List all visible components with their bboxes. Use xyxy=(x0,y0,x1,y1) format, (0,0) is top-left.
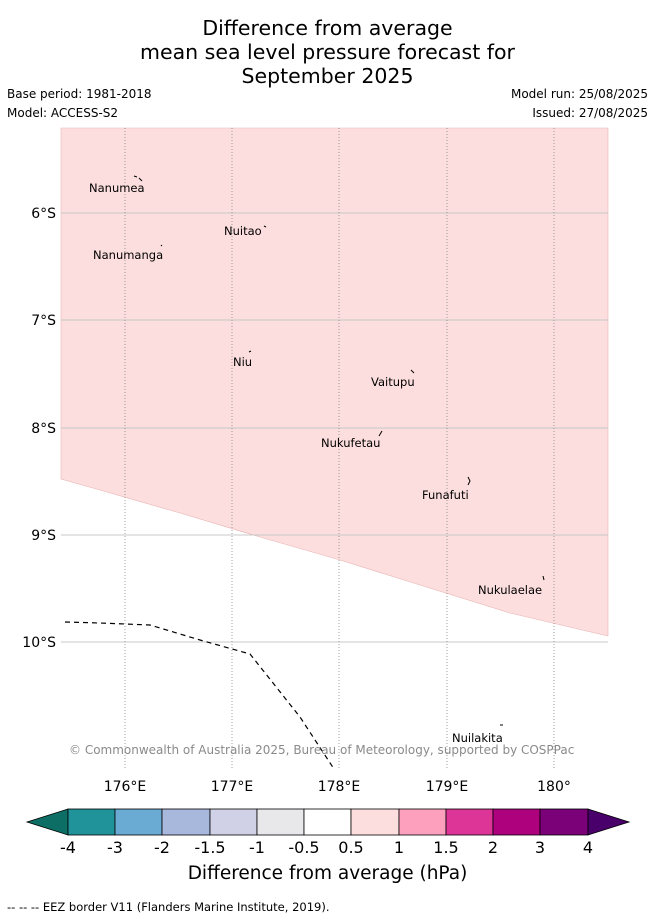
island-vaitupu xyxy=(410,369,415,374)
colorbar-label-4: 4 xyxy=(583,838,593,857)
colorbar-bin-neg2-neg1_5 xyxy=(161,808,211,836)
island-nukufetau xyxy=(378,430,383,437)
place-nuitao: Nuitao xyxy=(224,224,262,238)
colorbar-bin-1-1_5 xyxy=(398,808,447,836)
place-nanumea: Nanumea xyxy=(89,181,145,195)
longitude-axis-labels: 176°E 177°E 178°E 179°E 180° xyxy=(104,779,571,795)
lat-label-8s: 8°S xyxy=(31,421,56,437)
colorbar-bin-neg0_5-0_5 xyxy=(303,808,352,836)
colorbar-bin-neg1_5-neg1 xyxy=(209,808,258,836)
latitude-axis-labels: 6°S 7°S 8°S 9°S 10°S xyxy=(22,206,56,651)
place-nukufetau: Nukufetau xyxy=(321,436,380,450)
island-nanumea xyxy=(133,175,143,182)
longitude-gridlines xyxy=(124,128,555,769)
colorbar-label-neg1_5: -1.5 xyxy=(194,838,225,857)
colorbar-label-neg3: -3 xyxy=(107,838,123,857)
colorbar-label-neg0_5: -0.5 xyxy=(288,838,319,857)
island-niu xyxy=(248,350,252,353)
title-line-3: September 2025 xyxy=(241,64,414,88)
footnote-eez: -- -- -- EEZ border V11 (Flanders Marine… xyxy=(7,900,330,914)
place-nukulaelae: Nukulaelae xyxy=(478,583,542,597)
colorbar-tick-labels: -4 -3 -2 -1.5 -1 -0.5 0.5 1 1.5 2 3 4 xyxy=(60,838,593,857)
colorbar-label-neg1: -1 xyxy=(249,838,265,857)
colorbar-label-neg4: -4 xyxy=(60,838,76,857)
colorbar-bin-1_5-2 xyxy=(445,808,494,836)
lon-label-180: 180° xyxy=(537,779,571,795)
title-line-1: Difference from average xyxy=(202,16,453,40)
island-outlines xyxy=(133,175,545,726)
colorbar-label-neg2: -2 xyxy=(154,838,170,857)
colorbar-label-1: 1 xyxy=(394,838,404,857)
eez-border-line xyxy=(64,621,335,770)
colorbar-bin-neg3-neg2 xyxy=(114,808,163,836)
colorbar-bin-0_5-1 xyxy=(350,808,400,836)
colorbar-axis-label: Difference from average (hPa) xyxy=(187,863,468,884)
lat-label-6s: 6°S xyxy=(31,206,56,222)
island-nuitao xyxy=(263,225,267,228)
place-labels: Nanumea Nuitao Nanumanga Niu Vaitupu Nuk… xyxy=(89,181,542,745)
colorbar-label-2: 2 xyxy=(488,838,498,857)
colorbar-label-1_5: 1.5 xyxy=(433,838,458,857)
place-nanumanga: Nanumanga xyxy=(93,248,163,262)
copyright-text: © Commonwealth of Australia 2025, Bureau… xyxy=(69,743,574,757)
place-funafuti: Funafuti xyxy=(422,488,469,502)
latitude-gridlines xyxy=(61,212,608,643)
lon-label-176e: 176°E xyxy=(104,779,147,795)
lat-label-10s: 10°S xyxy=(22,635,56,651)
colorbar-bin-3-4 xyxy=(539,808,589,836)
lat-label-7s: 7°S xyxy=(31,313,56,329)
colorbar-label-3: 3 xyxy=(535,838,545,857)
island-funafuti xyxy=(467,476,471,486)
base-period-text: Base period: 1981-2018 xyxy=(7,87,152,101)
anomaly-region-fill xyxy=(60,127,609,637)
lat-label-9s: 9°S xyxy=(31,528,56,544)
model-run-text: Model run: 25/08/2025 xyxy=(510,87,648,101)
colorbar-label-0_5: 0.5 xyxy=(338,838,363,857)
place-nuilakita: Nuilakita xyxy=(452,731,503,745)
lon-label-178e: 178°E xyxy=(318,779,361,795)
island-nukulaelae xyxy=(542,575,545,581)
colorbar-bin-gt-4 xyxy=(587,808,631,836)
lon-label-179e: 179°E xyxy=(426,779,469,795)
map-panel: Nanumea Nuitao Nanumanga Niu Vaitupu Nuk… xyxy=(60,127,609,770)
place-vaitupu: Vaitupu xyxy=(371,375,415,389)
model-text: Model: ACCESS-S2 xyxy=(7,106,119,120)
colorbar-bin-neg1-neg0_5 xyxy=(256,808,305,836)
lon-label-177e: 177°E xyxy=(211,779,254,795)
colorbar-bin-lt-neg4 xyxy=(25,808,69,836)
colorbar-bin-2-3 xyxy=(492,808,541,836)
colorbar-bin-neg4-neg3 xyxy=(67,808,116,836)
issued-text: Issued: 27/08/2025 xyxy=(532,106,648,120)
place-niu: Niu xyxy=(233,355,252,369)
colorbar xyxy=(25,808,631,836)
island-nanumanga xyxy=(160,244,163,247)
title-line-2: mean sea level pressure forecast for xyxy=(140,40,515,64)
